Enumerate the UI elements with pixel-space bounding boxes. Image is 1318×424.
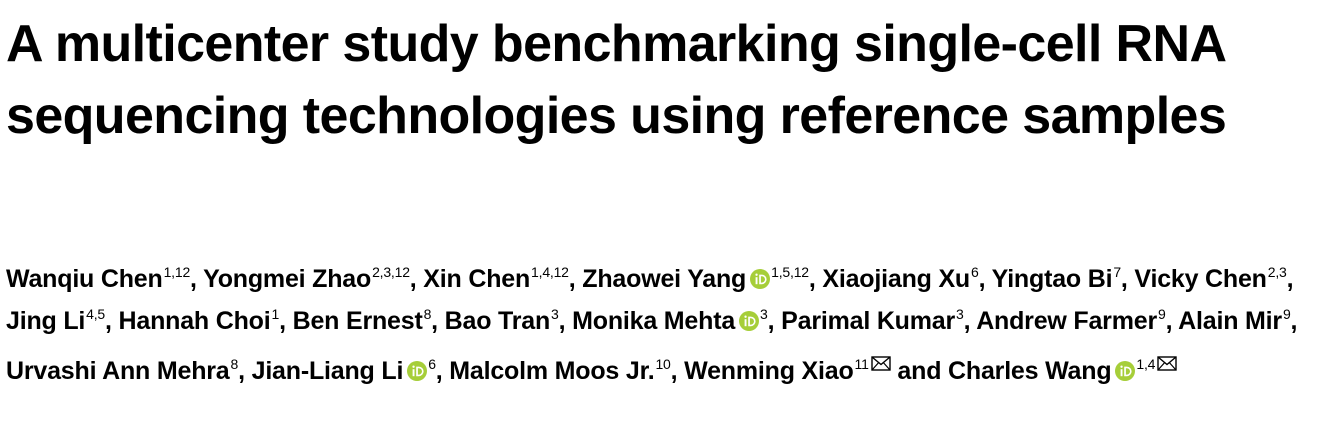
author-1: Yongmei Zhao2,3,12: [203, 265, 410, 293]
orcid-icon[interactable]: [750, 260, 771, 289]
author-name: Vicky Chen: [1134, 265, 1267, 293]
author-7: Jing Li4,5: [6, 307, 105, 335]
author-name: Alain Mir: [1178, 307, 1282, 335]
author-12: Parimal Kumar3: [781, 306, 964, 335]
author-separator: ,: [558, 307, 573, 335]
author-affiliation: 8: [230, 356, 239, 372]
author-6: Vicky Chen2,3: [1134, 265, 1286, 293]
author-affiliation: 4,5: [86, 306, 106, 322]
author-affiliation: 8: [423, 306, 432, 322]
author-name: Zhaowei Yang: [582, 265, 747, 293]
author-separator: ,: [1290, 307, 1298, 335]
author-name: Andrew Farmer: [976, 307, 1157, 335]
paper-title: A multicenter study benchmarking single-…: [6, 15, 1227, 145]
author-separator: ,: [431, 307, 445, 335]
author-affiliation: 2,3,12: [372, 264, 410, 280]
author-name: Yongmei Zhao: [203, 265, 372, 293]
author-13: Andrew Farmer9: [976, 306, 1166, 335]
author-affiliation: 6: [428, 356, 436, 372]
author-affiliation: 1,4: [1136, 356, 1156, 372]
author-19: Charles Wang 1,4: [948, 356, 1177, 385]
orcid-icon[interactable]: [739, 302, 760, 331]
orcid-icon[interactable]: [407, 352, 428, 381]
author-affiliation: 1,5,12: [771, 264, 809, 280]
author-name: Parimal Kumar: [781, 307, 956, 335]
author-affiliation: 7: [1113, 264, 1121, 280]
author-affiliation: 3: [956, 306, 964, 322]
author-17: Malcolm Moos Jr.10: [449, 356, 671, 385]
author-separator: ,: [808, 265, 823, 293]
author-separator: ,: [1165, 307, 1179, 335]
author-16: Jian-Liang Li 6: [252, 357, 436, 385]
author-affiliation: 6: [971, 264, 979, 280]
author-affiliation: 10: [655, 356, 671, 372]
author-affiliation: 3: [551, 306, 559, 322]
author-affiliation: 1: [271, 306, 280, 322]
author-name: Malcolm Moos Jr.: [449, 357, 655, 385]
author-separator: ,: [767, 307, 782, 335]
author-0: Wanqiu Chen1,12: [6, 265, 190, 293]
author-18: Wenming Xiao11: [684, 356, 891, 385]
author-name: Bao Tran: [444, 307, 551, 335]
author-name: Wenming Xiao: [684, 357, 854, 385]
author-4: Xiaojiang Xu6: [822, 265, 978, 293]
author-name: Hannah Choi: [118, 307, 271, 335]
author-separator: ,: [435, 357, 450, 385]
author-separator: ,: [409, 265, 424, 293]
author-2: Xin Chen1,4,12: [423, 264, 569, 293]
author-separator: and: [890, 357, 949, 385]
author-list: Wanqiu Chen1,12, Yongmei Zhao2,3,12, Xin…: [6, 258, 1306, 392]
author-separator: ,: [279, 307, 293, 335]
author-affiliation: 3: [760, 306, 768, 322]
author-name: Monika Mehta: [572, 307, 736, 335]
author-separator: ,: [1120, 265, 1135, 293]
author-separator: ,: [190, 265, 204, 293]
author-name: Xin Chen: [423, 265, 531, 293]
author-3: Zhaowei Yang 1,5,12: [582, 265, 809, 293]
author-separator: ,: [568, 265, 583, 293]
author-name: Charles Wang: [948, 357, 1112, 385]
orcid-icon[interactable]: [1115, 352, 1136, 381]
author-5: Yingtao Bi7: [992, 265, 1121, 293]
author-separator: ,: [963, 307, 977, 335]
author-11: Monika Mehta 3: [572, 307, 768, 335]
author-affiliation: 9: [1282, 306, 1291, 322]
author-affiliation: 1,12: [163, 264, 191, 280]
author-name: Urvashi Ann Mehra: [6, 357, 230, 385]
author-name: Jian-Liang Li: [251, 357, 404, 385]
author-affiliation: 2,3: [1267, 264, 1287, 280]
author-separator: ,: [1286, 265, 1294, 293]
envelope-icon[interactable]: [1157, 342, 1177, 371]
author-affiliation: 9: [1157, 306, 1166, 322]
author-affiliation: 11: [854, 356, 869, 372]
author-name: Wanqiu Chen: [6, 265, 163, 293]
author-name: Ben Ernest: [292, 307, 423, 335]
author-10: Bao Tran3: [445, 307, 559, 335]
author-separator: ,: [105, 307, 119, 335]
author-name: Jing Li: [6, 307, 86, 335]
author-9: Ben Ernest8: [293, 307, 432, 335]
author-14: Alain Mir9: [1178, 306, 1291, 335]
author-separator: ,: [670, 357, 685, 385]
author-name: Yingtao Bi: [991, 265, 1113, 293]
author-separator: ,: [238, 357, 252, 385]
envelope-icon[interactable]: [870, 342, 891, 371]
author-8: Hannah Choi1: [119, 307, 280, 335]
author-separator: ,: [978, 265, 992, 293]
author-affiliation: 1,4,12: [531, 264, 569, 280]
author-name: Xiaojiang Xu: [822, 265, 970, 293]
author-15: Urvashi Ann Mehra8: [6, 357, 238, 385]
